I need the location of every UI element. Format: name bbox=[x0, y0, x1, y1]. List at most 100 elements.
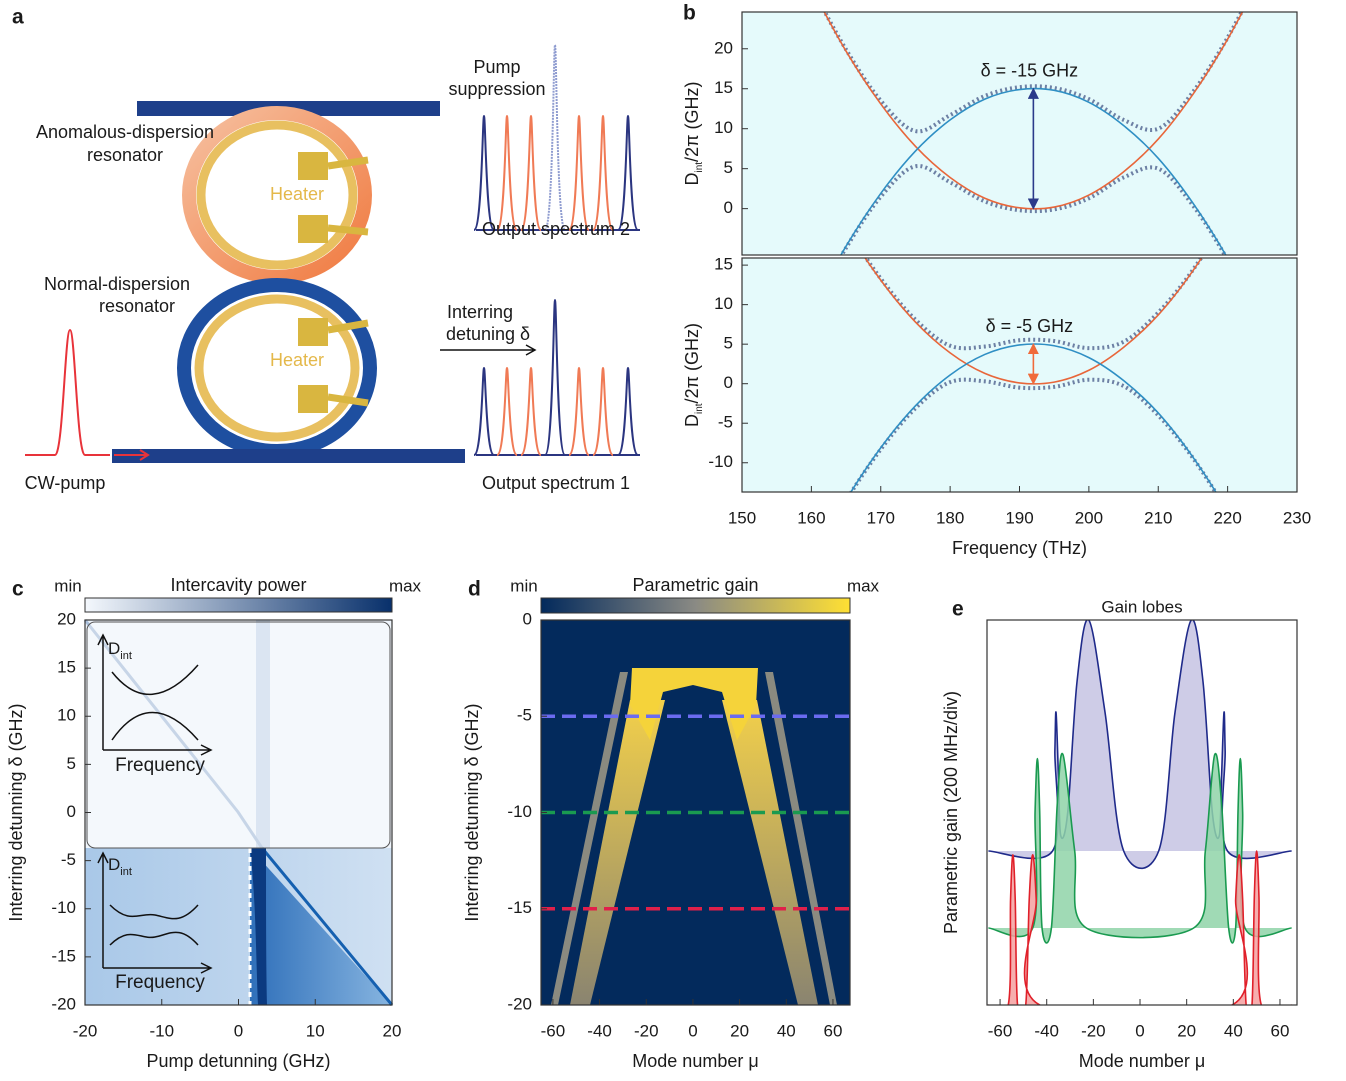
label: CW-pump bbox=[25, 473, 106, 493]
curve bbox=[864, 258, 1203, 385]
inset-label: Frequency bbox=[115, 755, 205, 776]
x-tick-label: 60 bbox=[824, 1021, 843, 1040]
y-tick-label: -10 bbox=[507, 802, 532, 821]
area-fill bbox=[988, 753, 1292, 943]
colorbar bbox=[540, 597, 851, 614]
inset-curve bbox=[111, 664, 199, 741]
y-tick-label: 20 bbox=[714, 38, 733, 57]
x-axis-label: Mode number μ bbox=[1079, 1051, 1205, 1071]
x-tick-label: 0 bbox=[1135, 1021, 1144, 1040]
spectral-line bbox=[592, 366, 614, 456]
frame bbox=[986, 619, 1298, 1006]
spectral-line bbox=[520, 114, 542, 231]
inset-label: Frequency bbox=[115, 972, 205, 993]
curve bbox=[988, 620, 1292, 869]
y-axis-label: Parametric gain (200 MHz/div) bbox=[941, 691, 961, 934]
ring bbox=[182, 106, 372, 284]
y-tick-label: -15 bbox=[51, 946, 76, 965]
spectral-line bbox=[544, 298, 566, 456]
spectral-line bbox=[473, 366, 495, 456]
y-tick-label: 0 bbox=[523, 609, 532, 628]
y-axis-label: Dint/2π (GHz) bbox=[682, 82, 705, 186]
x-tick-label: 210 bbox=[1144, 508, 1172, 527]
heatmap-region bbox=[570, 700, 665, 1005]
label: resonator bbox=[99, 296, 175, 316]
waveguide bbox=[112, 449, 465, 463]
x-tick-label: 170 bbox=[867, 508, 895, 527]
inset-axes bbox=[97, 633, 213, 756]
x-tick-label: 20 bbox=[383, 1021, 402, 1040]
frame bbox=[741, 11, 1298, 256]
y-tick-label: -15 bbox=[507, 898, 532, 917]
inset-box bbox=[86, 621, 391, 849]
label: Interring bbox=[447, 302, 513, 322]
y-axis-label: Interring detunning δ (GHz) bbox=[6, 703, 26, 921]
y-tick-label: -5 bbox=[517, 706, 532, 725]
y-tick-label: 15 bbox=[714, 78, 733, 97]
y-tick-label: 10 bbox=[57, 706, 76, 725]
heater-pad bbox=[298, 318, 328, 346]
y-tick-label: 20 bbox=[57, 609, 76, 628]
chart-title: Gain lobes bbox=[1101, 597, 1182, 616]
plot-bg bbox=[742, 12, 1297, 255]
area-fill bbox=[988, 620, 1292, 869]
label: Normal-dispersion bbox=[44, 274, 190, 294]
label: suppression bbox=[448, 79, 545, 99]
x-tick-label: 150 bbox=[728, 508, 756, 527]
curve bbox=[988, 850, 1292, 1005]
inset-label: Dint bbox=[108, 639, 132, 661]
colorbar bbox=[84, 597, 393, 613]
arrow bbox=[440, 344, 537, 356]
y-axis-label: Dint/2π (GHz) bbox=[682, 323, 705, 427]
arrow bbox=[114, 449, 150, 461]
heatmap: Dint Frequency Dint Frequency bbox=[83, 619, 394, 1006]
heater-pad bbox=[298, 385, 328, 413]
heatmap-ridge bbox=[83, 619, 264, 849]
label: Output spectrum 1 bbox=[482, 473, 630, 493]
y-tick-label: 0 bbox=[724, 373, 733, 392]
heatmap-region bbox=[85, 620, 392, 848]
spectra bbox=[473, 43, 640, 456]
label: Pump bbox=[473, 57, 520, 77]
colorbar-label: min bbox=[54, 576, 81, 595]
colorbar-label: max bbox=[389, 576, 422, 595]
panel-label: d bbox=[468, 578, 481, 601]
y-tick-label: 5 bbox=[724, 158, 733, 177]
x-axis-label: Mode number μ bbox=[632, 1051, 758, 1071]
label-part: D bbox=[682, 414, 702, 427]
x-tick-label: -60 bbox=[988, 1021, 1013, 1040]
x-tick-label: -20 bbox=[73, 1021, 98, 1040]
x-tick-label: 220 bbox=[1213, 508, 1241, 527]
y-tick-label: -20 bbox=[507, 994, 532, 1013]
pump-pulse bbox=[25, 328, 110, 456]
x-tick-label: 40 bbox=[777, 1021, 796, 1040]
x-tick-label: 180 bbox=[936, 508, 964, 527]
panel-label: e bbox=[952, 598, 964, 621]
heater-ring bbox=[196, 120, 358, 270]
label: Output spectrum 2 bbox=[482, 219, 630, 239]
curve bbox=[840, 87, 1227, 255]
spectral-line bbox=[617, 366, 639, 456]
y-tick-label: 15 bbox=[57, 658, 76, 677]
label-part: /2π (GHz) bbox=[682, 82, 702, 162]
heatmap-region bbox=[256, 620, 270, 848]
x-tick-label: 200 bbox=[1075, 508, 1103, 527]
inset-label: Dint bbox=[108, 855, 132, 877]
spectral-line bbox=[473, 114, 495, 231]
x-axis-label: Frequency (THz) bbox=[952, 538, 1087, 558]
y-axis-label: Interring detunning δ (GHz) bbox=[462, 703, 482, 921]
heatmap-band bbox=[250, 848, 267, 1005]
annotation: δ = -5 GHz bbox=[986, 316, 1074, 336]
y-tick-label: 10 bbox=[714, 294, 733, 313]
plot bbox=[988, 620, 1292, 1005]
y-tick-label: 5 bbox=[67, 754, 76, 773]
inset-axes bbox=[97, 851, 213, 974]
heater-pad bbox=[298, 152, 328, 180]
label-sub: int bbox=[694, 162, 705, 173]
y-tick-label: -5 bbox=[718, 413, 733, 432]
panel-label: b bbox=[683, 2, 696, 25]
x-tick-label: 60 bbox=[1271, 1021, 1290, 1040]
spectral-line bbox=[568, 366, 590, 456]
heater-ring bbox=[194, 294, 360, 442]
